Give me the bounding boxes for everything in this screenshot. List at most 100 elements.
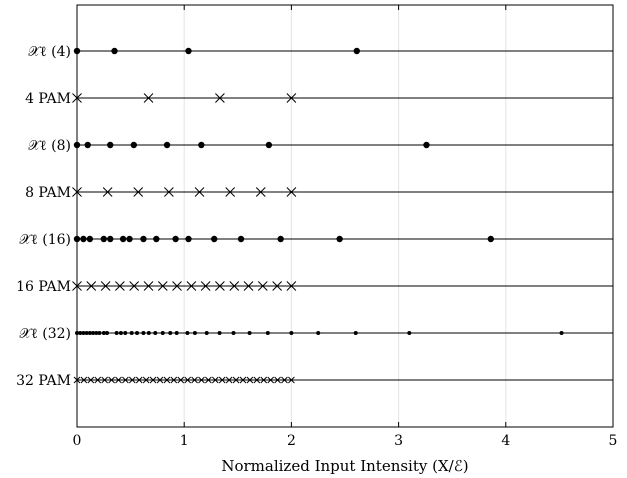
row-7-point-4	[101, 376, 109, 384]
row-2-point-0	[73, 141, 81, 149]
row-4-point-5	[119, 235, 127, 243]
x-tick-label-1: 1	[180, 433, 189, 449]
row-4-point-12	[237, 235, 245, 243]
row-4-point-2	[86, 235, 94, 243]
row-7-point-7	[122, 376, 129, 384]
row-5-point-2	[100, 281, 111, 291]
row-3-point-1	[102, 187, 113, 197]
x-axis-title: Normalized Input Intensity (X/ℰ)	[221, 457, 468, 475]
row-5-point-11	[229, 281, 240, 291]
plot-frame	[76, 4, 614, 428]
row-2-point-3	[130, 141, 138, 149]
row-5-point-8	[186, 281, 197, 291]
row-5-point-0	[72, 281, 82, 291]
row-4-point-9	[172, 235, 179, 243]
row-7-point-10	[142, 376, 150, 384]
row-label-2: 𝒳ℓ (8)	[28, 138, 71, 154]
row-5-point-6	[157, 281, 168, 291]
row-5-point-4	[129, 281, 139, 291]
row-6-point-12	[123, 331, 128, 335]
row-3-point-3	[164, 187, 174, 197]
row-4-point-8	[153, 235, 160, 243]
row-6-point-19	[168, 331, 173, 335]
row-2-point-5	[198, 141, 205, 149]
row-7-point-26	[253, 376, 261, 384]
row-0-point-3	[353, 47, 360, 55]
row-label-0: 𝒳ℓ (4)	[28, 44, 71, 60]
row-6-point-1	[78, 331, 83, 335]
row-7-point-3	[94, 376, 102, 384]
x-tick-label-0: 0	[73, 433, 82, 449]
row-7-point-21	[218, 376, 226, 384]
row-7-point-19	[205, 376, 212, 384]
row-1-point-1	[143, 93, 154, 103]
row-label-6: 𝒳ℓ (32)	[19, 326, 71, 342]
row-7-point-0	[73, 376, 81, 384]
x-tick-label-2: 2	[287, 433, 296, 449]
row-6-point-9	[105, 331, 110, 335]
row-7-point-20	[211, 376, 219, 384]
row-1-point-0	[72, 93, 82, 103]
axes-layer	[76, 4, 614, 428]
row-2-point-6	[265, 141, 273, 149]
row-0-point-1	[111, 47, 118, 55]
row-6-point-25	[231, 331, 236, 335]
row-3-point-4	[194, 187, 205, 197]
row-6-point-7	[97, 331, 102, 335]
row-7-point-24	[239, 376, 247, 384]
row-5-point-9	[200, 281, 211, 291]
row-6-point-14	[135, 331, 140, 335]
row-7-point-17	[191, 376, 198, 384]
row-5-point-1	[86, 281, 97, 291]
row-6-point-17	[153, 331, 158, 335]
row-7-point-14	[170, 376, 178, 384]
rows-layer	[72, 47, 613, 384]
row-4-point-0	[73, 235, 81, 243]
row-7-point-15	[177, 376, 185, 384]
row-label-7: 32 PAM	[16, 373, 71, 389]
row-7-point-2	[87, 376, 95, 384]
row-6-point-20	[174, 331, 179, 335]
row-7-point-11	[149, 376, 157, 384]
row-7-point-31	[288, 376, 295, 384]
row-2-point-7	[423, 141, 430, 149]
row-2-point-4	[163, 141, 171, 149]
row-3-point-6	[255, 187, 266, 197]
row-4-point-10	[185, 235, 192, 243]
row-7-point-23	[232, 376, 240, 384]
row-4-point-4	[107, 235, 114, 243]
row-6-point-3	[84, 331, 89, 335]
row-4-point-6	[126, 235, 133, 243]
row-6-point-21	[185, 331, 190, 335]
row-2-point-2	[107, 141, 114, 149]
row-7-point-13	[163, 376, 171, 384]
row-3-point-2	[133, 187, 144, 197]
row-7-point-29	[274, 376, 281, 384]
row-7-point-30	[281, 376, 288, 384]
row-6-point-6	[94, 331, 99, 335]
row-0-point-2	[185, 47, 192, 55]
row-7-point-12	[156, 376, 164, 384]
x-tick-label-4: 4	[501, 433, 510, 449]
row-6-point-23	[204, 331, 209, 335]
row-5-point-10	[215, 281, 225, 291]
row-label-1: 4 PAM	[25, 91, 71, 107]
row-3-point-0	[72, 187, 82, 197]
row-6-point-30	[353, 331, 358, 335]
labels-layer: 0 1 2 3 4 5 𝒳ℓ (4) 4 PAM 𝒳ℓ (8) 8 PAM 𝒳ℓ (16) 16 PA…	[16, 44, 617, 449]
grid-layer	[183, 5, 507, 427]
row-7-point-9	[135, 376, 143, 384]
row-4-point-3	[100, 235, 108, 243]
row-6-point-16	[146, 331, 151, 335]
row-6-point-29	[316, 331, 321, 335]
row-5-point-12	[243, 281, 254, 291]
row-6-point-18	[160, 331, 165, 335]
row-label-5: 16 PAM	[16, 279, 71, 295]
row-6-point-4	[87, 331, 92, 335]
row-5-point-13	[257, 281, 268, 291]
row-7-point-8	[128, 376, 136, 384]
row-6-point-15	[141, 331, 146, 335]
x-tick-label-5: 5	[609, 433, 618, 449]
row-6-point-32	[559, 331, 564, 335]
